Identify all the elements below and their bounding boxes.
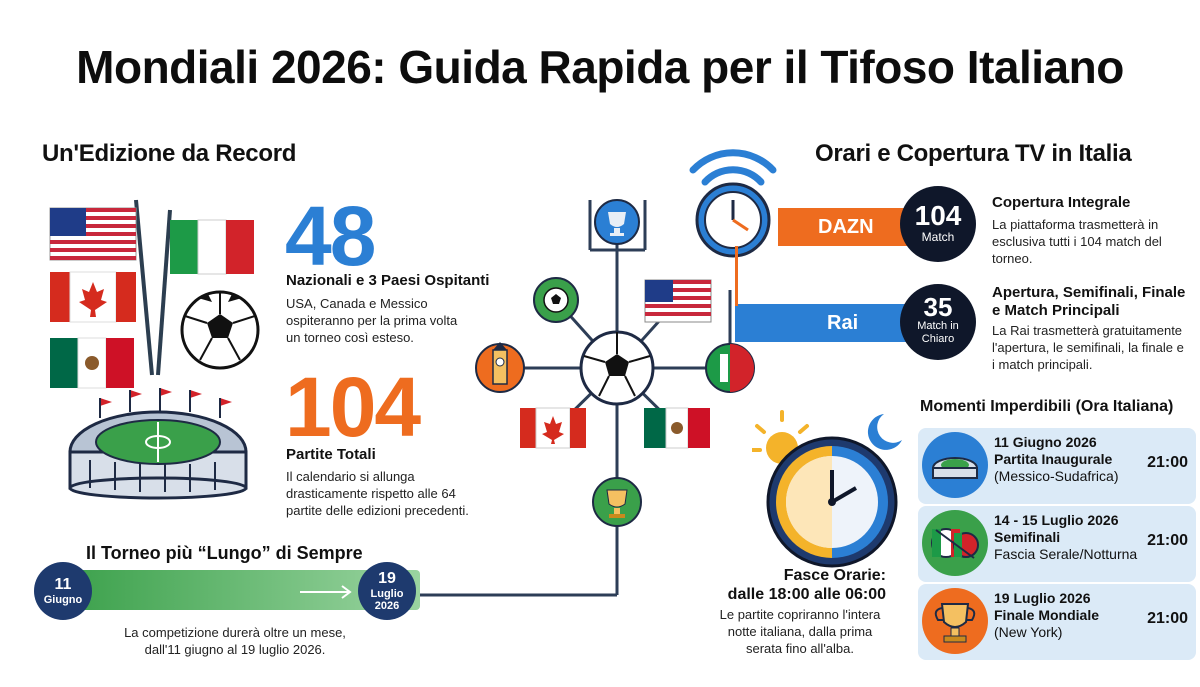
timeline-arrow-icon [300,585,352,599]
moment-3-date: 19 Luglio 2026 [994,590,1091,606]
dazn-desc: La piattaforma trasmetterà in esclusiva t… [992,217,1162,266]
network-graphic [420,199,755,597]
italy-portugal-icon [922,510,988,576]
moment-2-time: 21:00 [1147,532,1188,549]
flags-stadium-illustration [40,190,280,500]
clock-wifi-icon [678,130,788,260]
hub-soccer-ball-icon [579,330,655,406]
moment-1-name: Partita Inaugurale [994,451,1113,467]
fasce-desc: Le partite copriranno l'intera notte ital… [719,607,881,656]
network-usa-flag-icon [644,279,712,323]
soccer-ball-icon [180,290,260,370]
timeline-heading: Il Torneo più “Lungo” di Sempre [86,543,363,563]
rai-count-circle: 35 Match in Chiaro [900,284,976,360]
moments-heading: Momenti Imperdibili (Ora Italiana) [920,398,1174,415]
timeline-start-circle: 11 Giugno [34,562,92,620]
stat-48-heading: Nazionali e 3 Paesi Ospitanti [286,272,490,289]
moment-card-3: 19 Luglio 2026 Finale Mondiale (New York… [918,584,1196,660]
record-heading: Un'Edizione da Record [42,140,297,167]
rai-desc: La Rai trasmetterà gratuitamente l'apertu… [992,323,1184,372]
stat-48-desc: USA, Canada e Messico ospiteranno per la … [286,296,458,345]
moment-2-date: 14 - 15 Luglio 2026 [994,512,1119,528]
day-night-clock-icon [750,410,912,570]
canada-flag-icon [50,271,136,323]
stat-104-number: 104 [285,360,421,454]
moment-card-1: 11 Giugno 2026 Partita Inaugurale (Messi… [918,428,1196,504]
usa-flag-icon [49,207,137,261]
timeline-end-circle: 19 Luglio 2026 [358,562,416,620]
network-italy-portugal-icon [705,343,755,393]
network-ball-icon [533,277,579,323]
dazn-count-circle: 104 Match [900,186,976,262]
rai-bar: Rai [735,304,918,342]
timeline-desc: La competizione durerà oltre un mese, dal… [124,625,346,657]
page-title: Mondiali 2026: Guida Rapida per il Tifos… [76,41,1124,93]
tv-heading: Orari e Copertura TV in Italia [815,140,1132,167]
moment-2-detail: Fascia Serale/Notturna [994,546,1138,562]
italy-flag-icon [170,219,254,275]
connector-line [735,246,738,306]
moment-card-2: 14 - 15 Luglio 2026 Semifinali Fascia Se… [918,506,1196,582]
network-big-ben-icon [475,342,525,393]
moment-1-time: 21:00 [1147,454,1188,471]
rai-heading: Apertura, Semifinali, Finale e Match Prin… [992,284,1186,319]
dazn-bar: DAZN [778,208,918,246]
moment-2-name: Semifinali [994,529,1061,545]
stat-48-number: 48 [285,189,376,283]
mexico-flag-icon [50,337,134,389]
network-canada-flag-icon [520,407,586,449]
stat-104-heading: Partite Totali [286,446,376,463]
moment-3-detail: (New York) [994,624,1063,640]
stadium-icon [922,432,988,498]
moment-3-time: 21:00 [1147,610,1188,627]
network-trophy-top-icon [594,199,640,245]
fasce-heading: Fasce Orarie: dalle 18:00 alle 06:00 [727,567,886,603]
stat-104-desc: Il calendario si allunga drasticamente ri… [286,469,469,518]
dazn-heading: Copertura Integrale [992,194,1131,211]
moment-1-date: 11 Giugno 2026 [994,434,1097,450]
moment-3-name: Finale Mondiale [994,607,1100,623]
stadium-icon [68,388,248,500]
moment-1-detail: (Messico-Sudafrica) [994,468,1119,484]
network-trophy-bottom-icon [592,477,642,527]
network-mexico-flag-icon [644,407,710,449]
trophy-icon [922,588,988,654]
